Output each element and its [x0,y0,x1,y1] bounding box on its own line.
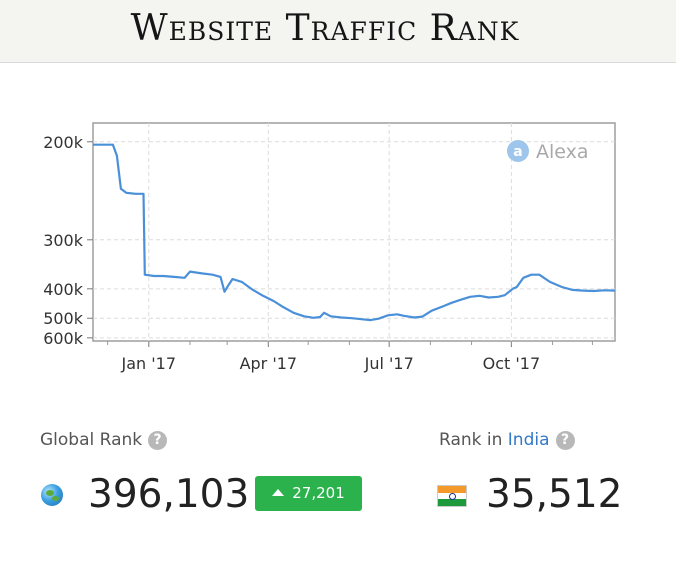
rank-change-badge: 27,201 [255,476,362,511]
globe-icon [41,484,63,506]
page-title: Website Traffic Rank [130,8,520,49]
y-tick-label: 300k [43,231,84,250]
y-tick-label: 500k [43,309,84,328]
alexa-watermark: a Alexa [507,140,589,163]
x-tick-label: Apr '17 [240,354,298,373]
country-rank-value: 35,512 [486,472,623,517]
y-tick-label: 400k [43,280,84,299]
series [93,143,616,322]
country-link[interactable]: India [507,430,550,450]
arrow-up-icon [272,489,285,496]
global-rank-value: 396,103 [88,472,250,517]
grid-lines [93,123,615,341]
alexa-logo-glyph: a [513,144,522,160]
country-rank-label: Rank in India? [439,430,575,450]
x-tick-label: Jul '17 [364,354,414,373]
india-flag-icon [437,485,467,507]
y-tick-label: 600k [43,329,84,348]
help-icon[interactable]: ? [555,431,575,450]
alexa-logo-icon [507,140,529,162]
title-banner: Website Traffic Rank [0,0,676,63]
x-tick-label: Oct '17 [483,354,541,373]
rank-change-value: 27,201 [292,484,345,502]
plot-area [92,122,616,342]
help-icon[interactable]: ? [148,431,168,450]
rank-series-line [93,143,616,322]
country-rank-prefix: Rank in [439,430,503,450]
alexa-watermark-text: Alexa [536,141,589,163]
global-rank-label-text: Global Rank [40,430,143,450]
x-tick-label: Jan '17 [121,354,177,373]
y-tick-label: 200k [43,133,84,152]
global-rank-label: Global Rank? [40,430,168,450]
